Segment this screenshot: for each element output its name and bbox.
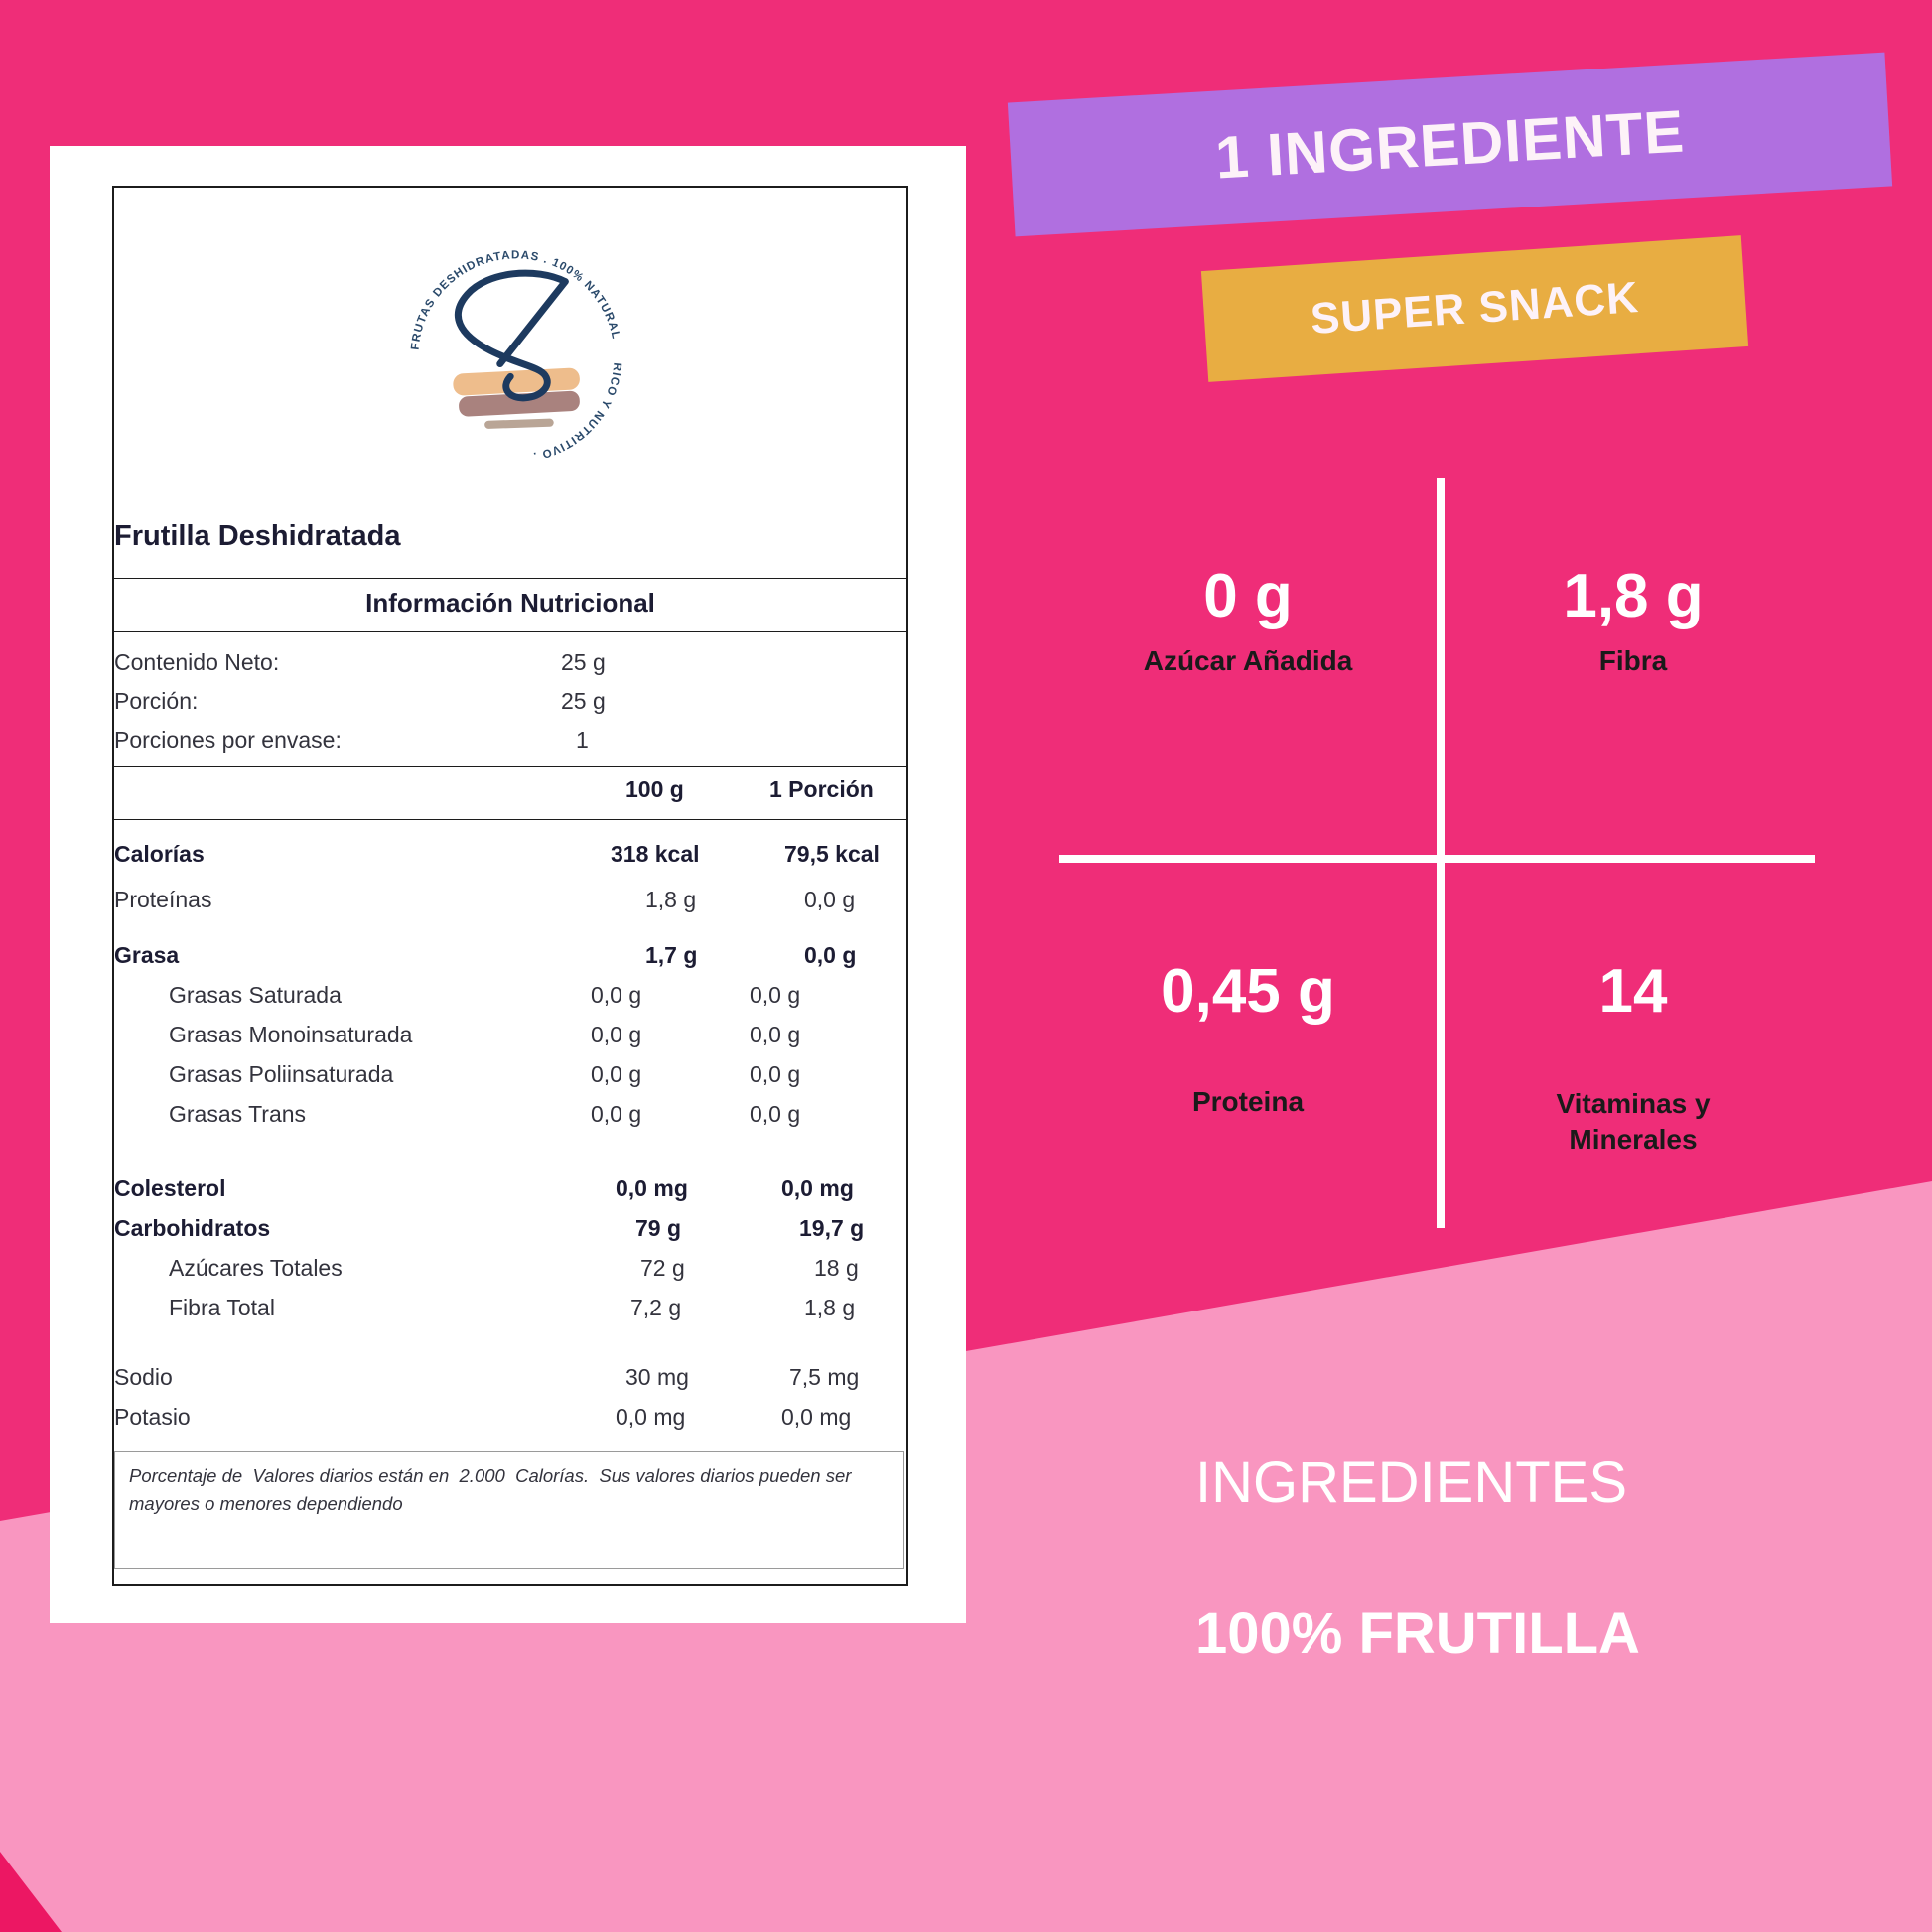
svg-text:FRUTAS DESHIDRATADAS . 100% NA: FRUTAS DESHIDRATADAS . 100% NATURAL xyxy=(409,248,623,350)
